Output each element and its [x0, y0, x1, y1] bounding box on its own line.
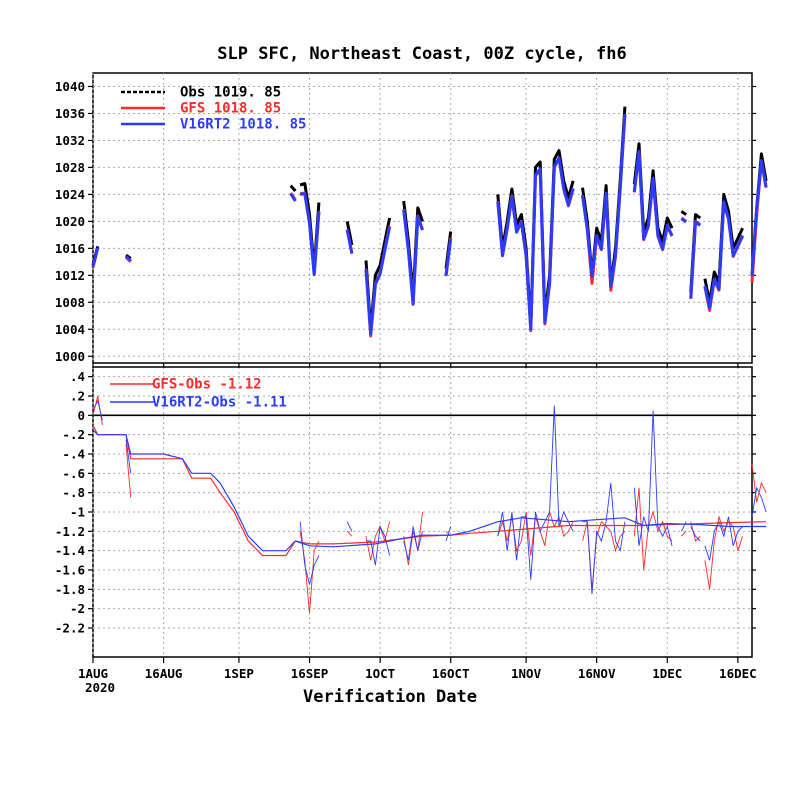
top-y-ticks: 1000 1004 1008 1012 1016 1020 1024 1028 1032 1036…: [55, 79, 756, 364]
top-y-tick-label: 1040: [55, 79, 85, 94]
legend-label-gfs-obs: GFS-Obs -1.12: [152, 377, 262, 393]
bottom-y-tick-label: -1: [70, 505, 85, 520]
bottom-y-tick-label: -.2: [62, 427, 85, 442]
series-line-v16rt2: [703, 200, 744, 310]
cumulative-line-v16rt2-obs: [92, 429, 767, 552]
series-line-obs: [289, 184, 297, 192]
bottom-y-tick-label: -.4: [62, 447, 85, 462]
x-tick-label: 1OCT: [365, 666, 395, 681]
daily-line-v16rt2-obs: [445, 526, 452, 542]
top-y-tick-label: 1020: [55, 214, 85, 229]
series-line-v16rt2: [345, 229, 354, 254]
top-panel: 1000 1004 1008 1012 1016 1020 1024 1028 1032 1036…: [55, 72, 768, 364]
x-year-label: 2020: [85, 680, 115, 695]
series-line-v16rt2: [289, 192, 297, 202]
daily-line-gfs-obs: [346, 530, 353, 537]
series-line-v16rt2: [680, 217, 687, 224]
x-tick-label: 1NOV: [511, 666, 542, 681]
series-line-v16rt2: [632, 149, 674, 251]
bottom-y-tick-label: .4: [70, 369, 85, 384]
top-y-tick-label: 1004: [55, 322, 85, 337]
daily-line-v16rt2-obs: [346, 521, 353, 532]
x-ticks: 1AUG 16AUG 1SEP 16SEP 1OCT 16OCT 1NOV 16NOV 1DEC…: [78, 363, 757, 681]
daily-line-v16rt2-obs: [704, 516, 743, 561]
top-series-lines: [91, 106, 768, 338]
series-line-v16rt2: [496, 156, 575, 331]
x-axis-label: Verification Date: [303, 687, 477, 707]
bottom-y-tick-label: -.6: [62, 466, 85, 481]
legend-label-v16rt2: V16RT2 1018. 85: [180, 117, 306, 133]
cumulative-line-gfs-obs: [92, 424, 767, 557]
x-tick-label: 16NOV: [578, 666, 616, 681]
bottom-y-tick-label: -2.2: [55, 621, 85, 636]
x-tick-label: 16DEC: [719, 666, 757, 681]
chart-title: SLP SFC, Northeast Coast, 00Z cycle, fh6: [217, 44, 626, 64]
legend-label-obs: Obs 1019. 85: [180, 85, 281, 101]
x-tick-label: 16SEP: [291, 666, 329, 681]
x-tick-label: 16AUG: [145, 666, 183, 681]
top-y-tick-label: 1008: [55, 295, 85, 310]
daily-line-gfs-obs: [704, 515, 744, 590]
daily-line-gfs-obs: [751, 463, 767, 503]
bottom-y-tick-label: -2: [70, 601, 85, 616]
series-line-v16rt2: [125, 255, 132, 262]
x-tick-label: 1DEC: [652, 666, 682, 681]
bottom-y-ticks: .4 .2 0 -.2 -.4 -.6 -.8 -1 -1.2 -1.4 -1.6 -1.8 -2 -2.…: [55, 369, 756, 636]
daily-line-v16rt2-obs: [125, 439, 132, 474]
daily-line-v16rt2-obs: [690, 526, 701, 542]
series-line-v16rt2: [444, 238, 453, 277]
daily-line-v16rt2-obs: [582, 482, 626, 595]
daily-line-v16rt2-obs: [366, 524, 391, 566]
daily-line-v16rt2-obs: [751, 486, 767, 517]
series-line-obs: [345, 221, 354, 246]
legend-label-v16rt2-obs: V16RT2-Obs -1.11: [152, 395, 287, 411]
daily-line-v16rt2-obs: [680, 521, 687, 532]
daily-line-v16rt2-obs: [403, 526, 423, 561]
bottom-panel: .4 .2 0 -.2 -.4 -.6 -.8 -1 -1.2 -1.4 -1.6 -1.8 -2 -2.…: [55, 366, 767, 658]
legend-label-gfs: GFS 1018. 85: [180, 101, 281, 117]
daily-line-v16rt2-obs: [92, 399, 103, 421]
series-line-v16rt2: [750, 159, 768, 277]
bottom-legend: GFS-Obs -1.12 V16RT2-Obs -1.11: [110, 377, 287, 411]
daily-line-v16rt2-obs: [633, 410, 673, 546]
series-line-v16rt2: [299, 192, 321, 277]
series-line-v16rt2: [91, 247, 100, 267]
daily-line-gfs-obs: [633, 487, 673, 571]
daily-line-gfs-obs: [125, 444, 132, 498]
bottom-y-tick-label: -1.6: [55, 563, 85, 578]
bottom-y-tick-label: -1.8: [55, 582, 85, 597]
x-tick-label: 1AUG: [78, 666, 108, 681]
top-y-tick-label: 1012: [55, 268, 85, 283]
top-y-tick-label: 1036: [55, 106, 85, 121]
series-line-obs: [680, 210, 687, 216]
bottom-y-tick-label: -1.4: [55, 543, 85, 558]
bottom-y-tick-label: -1.2: [55, 524, 85, 539]
daily-line-v16rt2-obs: [497, 405, 574, 580]
daily-line-gfs-obs: [681, 530, 687, 537]
x-tick-label: 1SEP: [224, 666, 254, 681]
series-line-v16rt2: [364, 226, 392, 336]
top-y-tick-label: 1016: [55, 241, 85, 256]
top-y-tick-label: 1028: [55, 160, 85, 175]
bottom-series-lines: [92, 395, 767, 614]
top-y-tick-label: 1000: [55, 349, 85, 364]
daily-line-v16rt2-obs: [299, 521, 320, 585]
series-line-v16rt2: [402, 209, 424, 306]
top-y-tick-label: 1024: [55, 187, 85, 202]
daily-line-gfs-obs: [690, 521, 701, 542]
bottom-y-tick-label: 0: [77, 408, 85, 423]
x-tick-label: 16OCT: [432, 666, 470, 681]
bottom-y-tick-label: .2: [70, 389, 85, 404]
bottom-y-tick-label: -.8: [62, 485, 85, 500]
series-line-v16rt2: [689, 220, 702, 299]
top-y-tick-label: 1032: [55, 133, 85, 148]
series-line-v16rt2: [581, 114, 627, 289]
